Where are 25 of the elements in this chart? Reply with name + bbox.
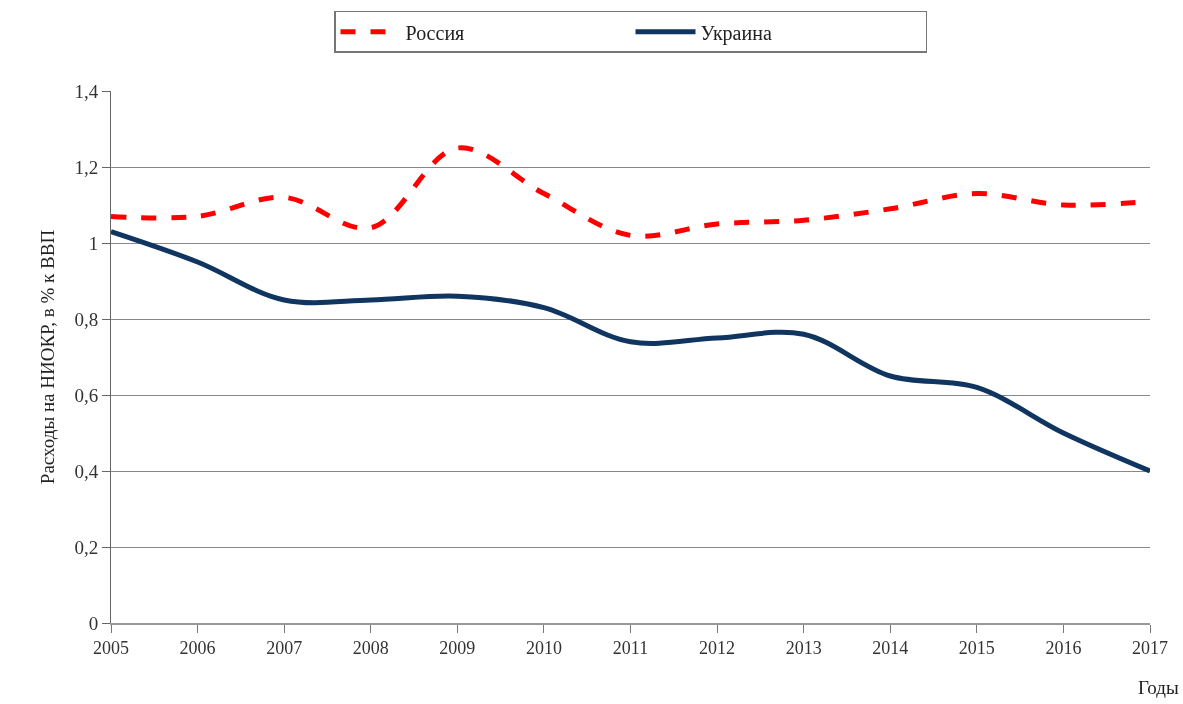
y-tick-label: 1,4 <box>74 80 99 102</box>
y-tick-label: 1,2 <box>74 156 99 178</box>
x-tick-label: 2007 <box>266 638 303 659</box>
x-tick-label: 2008 <box>352 638 389 659</box>
x-tick-label: 2010 <box>525 638 562 659</box>
x-tick-label: 2014 <box>872 638 909 659</box>
y-axis-title: Расходы на НИОКР, в % к ВВП <box>37 229 59 485</box>
x-tick-label: 2005 <box>93 638 129 659</box>
x-tick-label: 2015 <box>958 638 995 659</box>
legend-label: Россия <box>405 21 465 44</box>
y-tick-label: 0,8 <box>74 308 99 330</box>
y-tick-label: 0,6 <box>74 384 99 406</box>
x-tick-label: 2012 <box>699 638 736 659</box>
x-tick-label: 2016 <box>1045 638 1082 659</box>
x-axis-title: Годы <box>1138 677 1179 698</box>
y-tick-label: 0,4 <box>74 460 99 482</box>
x-tick-label: 2006 <box>179 638 216 659</box>
y-tick-label: 0 <box>88 612 99 634</box>
x-tick-label: 2011 <box>612 638 649 659</box>
legend-label: Украина <box>700 21 772 45</box>
x-tick-label: 2009 <box>439 638 476 659</box>
y-tick-label: 1 <box>88 232 99 254</box>
x-tick-label: 2013 <box>785 638 822 659</box>
x-tick-label: 2017 <box>1132 638 1168 659</box>
y-tick-label: 0,2 <box>74 536 99 558</box>
